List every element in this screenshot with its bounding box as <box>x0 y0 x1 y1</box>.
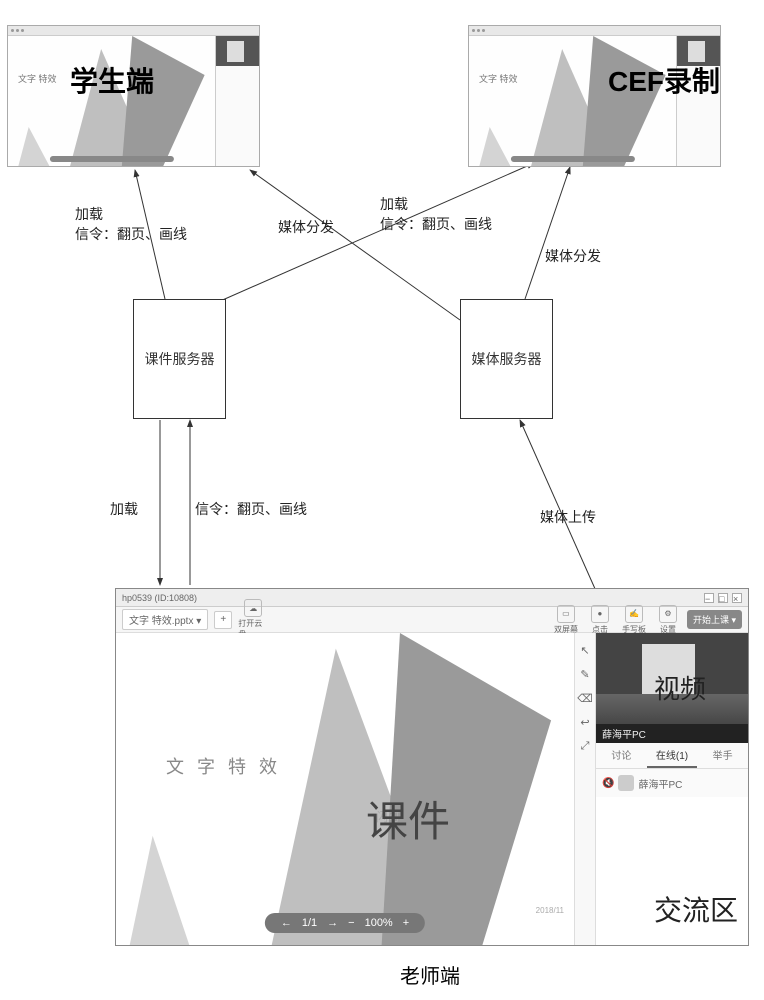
tab-discuss[interactable]: 讨论 <box>596 743 647 768</box>
user-list-item[interactable]: 🔇 薛海平PC <box>596 769 748 797</box>
edge-label-media-student: 媒体分发 <box>278 218 334 238</box>
close-button[interactable]: × <box>732 593 742 603</box>
tool-settings[interactable]: ⚙设置 <box>653 605 683 635</box>
slide-date: 2018/11 <box>536 906 564 915</box>
teacher-side-panel: 视频 薛海平PC 讨论 在线(1) 举手 🔇 薛海平PC 交流区 <box>596 633 748 945</box>
tool-undo-icon[interactable]: ↩ <box>578 715 592 729</box>
thumb-comm <box>216 66 259 166</box>
edge-label-teacher-cw-signal: 信令：翻页、画线 <box>195 500 307 520</box>
add-tab-button[interactable]: + <box>214 611 232 629</box>
tool-handwrite[interactable]: ✍手写板 <box>619 605 649 635</box>
teacher-video: 视频 薛海平PC <box>596 633 748 743</box>
tool-select-icon[interactable]: ↖ <box>578 643 592 657</box>
window-buttons: − □ × <box>704 593 742 603</box>
tool-pen-icon[interactable]: ✎ <box>578 667 592 681</box>
tab-online[interactable]: 在线(1) <box>647 743 698 768</box>
thumb-video <box>216 36 259 66</box>
pager-zoom: 100% <box>365 917 393 929</box>
handwrite-icon: ✍ <box>625 605 643 623</box>
thumb-slide-area: 文字 特效 <box>8 36 215 166</box>
tool-fullscreen-icon[interactable]: ⤢ <box>578 739 592 753</box>
pager-zoom-out[interactable]: − <box>348 917 354 929</box>
tool-dualscreen[interactable]: ▭双屏幕 <box>551 605 581 635</box>
tool-pointer[interactable]: ●点击 <box>585 605 615 635</box>
server-media: 媒体服务器 <box>460 299 553 419</box>
teacher-window: hp0539 (ID:10808) − □ × 文字 特效.pptx ▾ + ☁… <box>115 588 749 946</box>
pager-zoom-in[interactable]: + <box>403 917 409 929</box>
cloud-icon: ☁ <box>244 599 262 617</box>
vertical-toolbar: ↖ ✎ ⌫ ↩ ⤢ <box>574 633 596 945</box>
side-tabs: 讨论 在线(1) 举手 <box>596 743 748 769</box>
minimize-button[interactable]: − <box>704 593 714 603</box>
edge-label-cw-student: 加载信令：翻页、画线 <box>75 205 187 244</box>
file-tab[interactable]: 文字 特效.pptx ▾ <box>122 609 208 630</box>
video-overlay-label: 视频 <box>654 669 706 706</box>
comm-overlay-label: 交流区 <box>654 889 738 929</box>
abstract-shapes-large <box>116 633 574 945</box>
start-class-button[interactable]: 开始上课 ▾ <box>687 610 742 629</box>
maximize-button[interactable]: □ <box>718 593 728 603</box>
pointer-icon: ● <box>591 605 609 623</box>
courseware-overlay-label: 课件 <box>366 788 450 849</box>
pager-prev[interactable]: ← <box>281 917 292 929</box>
thumb-slide-text: 文字 特效 <box>18 72 57 85</box>
dualscreen-icon: ▭ <box>557 605 575 623</box>
thumb-side-panel <box>215 36 259 166</box>
server-courseware-label: 课件服务器 <box>145 349 215 369</box>
slide-main-text: 文 字 特 效 <box>166 753 281 779</box>
teacher-toolbar: 文字 特效.pptx ▾ + ☁ 打开云盘 ▭双屏幕 ●点击 ✍手写板 ⚙设置 … <box>116 607 748 633</box>
thumb-titlebar <box>469 26 720 36</box>
user-name: 薛海平PC <box>638 776 682 791</box>
teacher-label: 老师端 <box>400 960 460 989</box>
pager-next[interactable]: → <box>327 917 338 929</box>
gear-icon: ⚙ <box>659 605 677 623</box>
speaker-icon: 🔇 <box>602 778 614 789</box>
thumb-side-panel <box>676 36 720 166</box>
pager-page: 1/1 <box>302 917 317 929</box>
tab-raisehand[interactable]: 举手 <box>697 743 748 768</box>
communication-area: 交流区 <box>596 797 748 945</box>
thumb-pager <box>510 156 634 162</box>
thumb-titlebar <box>8 26 259 36</box>
thumb-slide-text: 文字 特效 <box>479 72 518 85</box>
edge-label-cw-cef: 加载信令：翻页、画线 <box>380 195 492 234</box>
cef-label: CEF录制 <box>608 60 720 100</box>
edge-label-teacher-cw-load: 加载 <box>110 500 138 520</box>
abstract-shapes <box>8 36 215 166</box>
abstract-shapes <box>469 36 676 166</box>
server-courseware: 课件服务器 <box>133 299 226 419</box>
server-media-label: 媒体服务器 <box>472 349 542 369</box>
edge-label-teacher-media: 媒体上传 <box>540 508 596 528</box>
teacher-slide-area: 文 字 特 效 闪可 课件 2018/11 ← 1/1 → − 100% + <box>116 633 574 945</box>
user-avatar <box>618 775 634 791</box>
tool-eraser-icon[interactable]: ⌫ <box>578 691 592 705</box>
video-caption: 薛海平PC <box>596 724 748 743</box>
thumb-pager <box>49 156 173 162</box>
student-label: 学生端 <box>70 60 154 100</box>
edge-label-media-cef: 媒体分发 <box>545 247 601 267</box>
chevron-down-icon: ▾ <box>196 616 201 627</box>
thumb-slide-area: 文字 特效 <box>469 36 676 166</box>
slide-pager: ← 1/1 → − 100% + <box>265 913 425 933</box>
